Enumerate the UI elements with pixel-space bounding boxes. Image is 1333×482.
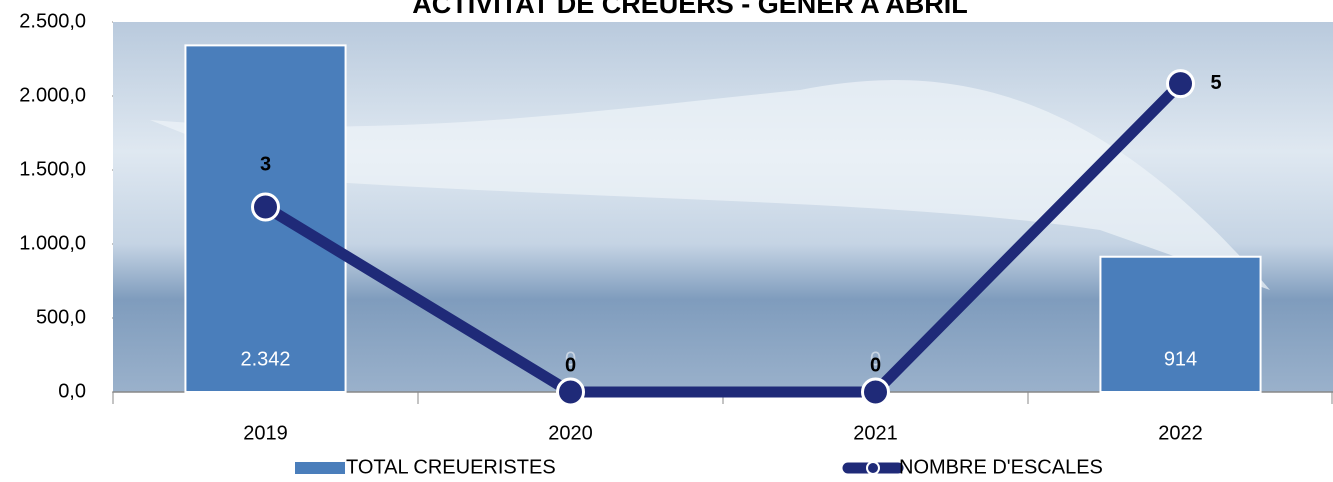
x-tick-label: 2022 — [1158, 422, 1203, 444]
line-value-label: 0 — [565, 354, 576, 376]
legend-label: NOMBRE D'ESCALES — [899, 456, 1103, 478]
line-marker — [863, 379, 889, 405]
y-tick-label: 500,0 — [36, 306, 86, 328]
x-tick-label: 2019 — [243, 422, 288, 444]
y-tick-label: 2.000,0 — [19, 84, 86, 106]
line-marker — [558, 379, 584, 405]
x-tick-label: 2020 — [548, 422, 593, 444]
legend-swatch-marker — [867, 462, 879, 474]
line-marker — [1168, 71, 1194, 97]
y-tick-label: 0,0 — [58, 380, 86, 402]
line-value-label: 5 — [1211, 72, 1222, 94]
legend-swatch — [295, 462, 345, 474]
bar-value-label: 914 — [1164, 348, 1197, 370]
line-value-label: 3 — [260, 153, 271, 175]
legend-label: TOTAL CREUERISTES — [346, 456, 556, 478]
chart-title: ACTIVITAT DE CREUERS - GENER A ABRIL — [412, 0, 968, 19]
y-tick-label: 2.500,0 — [19, 10, 86, 32]
line-value-label: 0 — [870, 354, 881, 376]
y-tick-label: 1.500,0 — [19, 158, 86, 180]
bar-value-label: 2.342 — [240, 348, 290, 370]
chart: ACTIVITAT DE CREUERS - GENER A ABRIL 0,0… — [0, 0, 1333, 482]
line-marker — [253, 194, 279, 220]
x-tick-label: 2021 — [853, 422, 898, 444]
bar — [1100, 257, 1260, 392]
y-tick-label: 1.000,0 — [19, 232, 86, 254]
